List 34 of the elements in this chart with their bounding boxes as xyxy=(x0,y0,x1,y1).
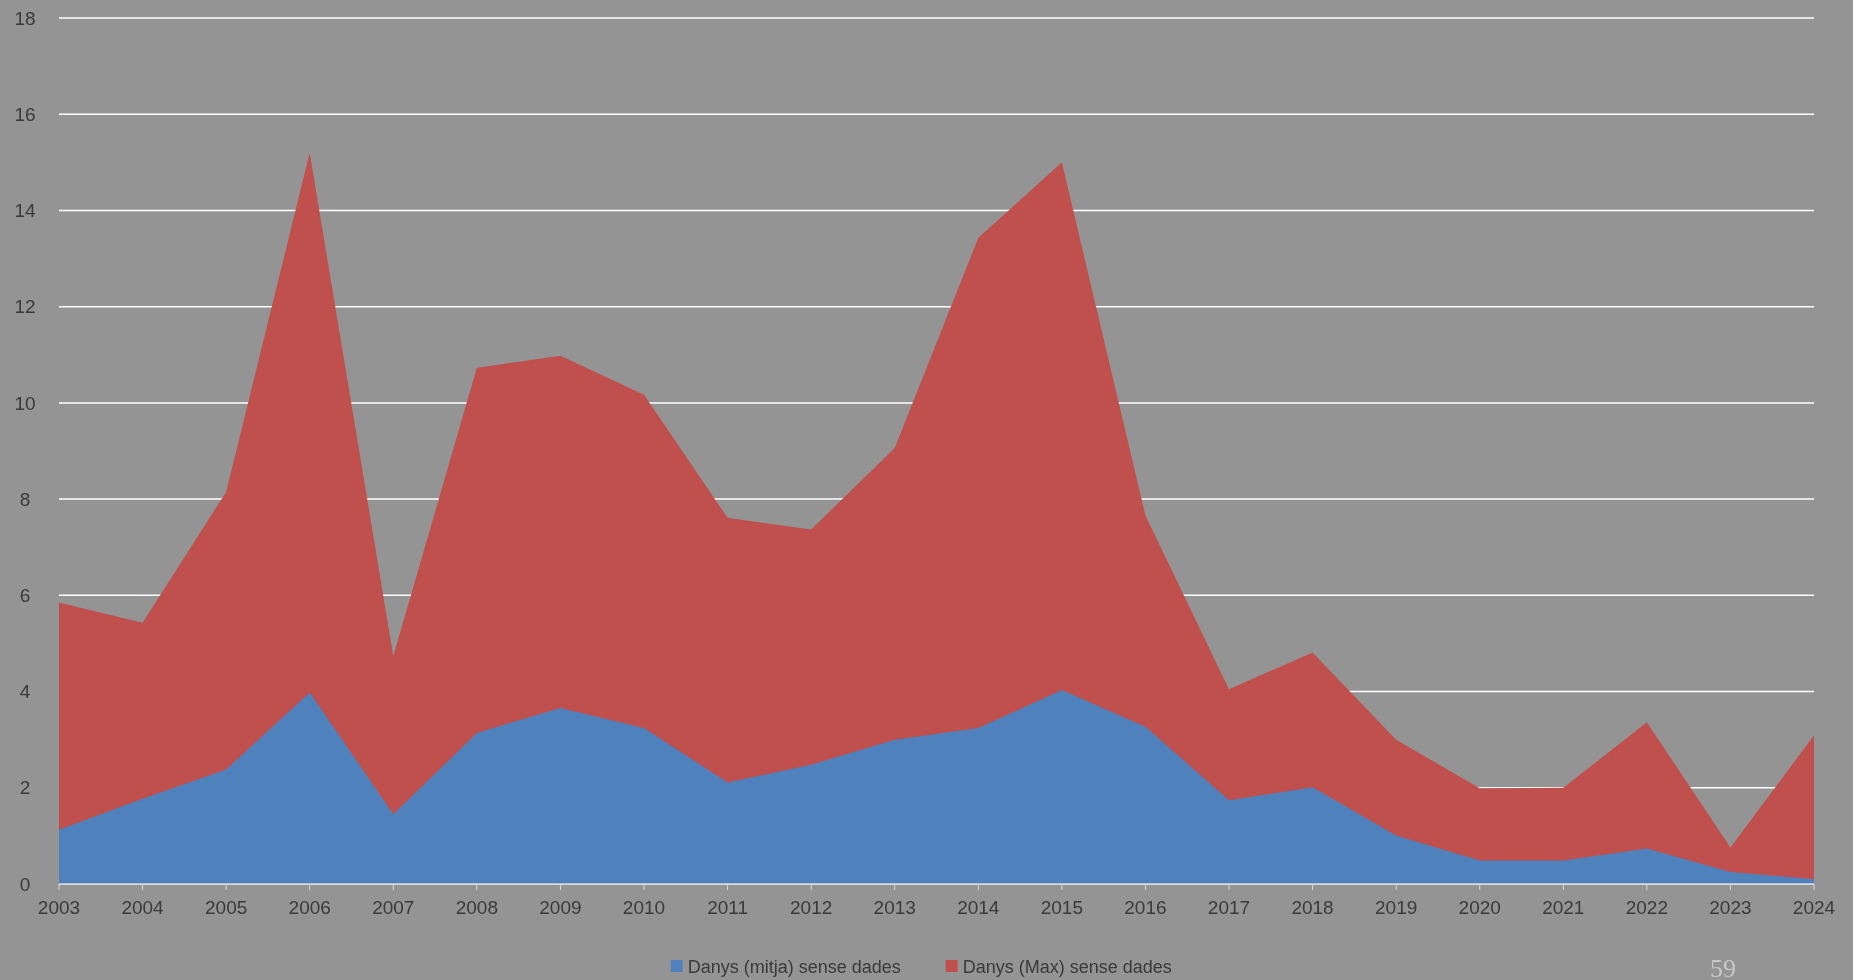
y-tick-label: 18 xyxy=(14,7,36,29)
x-tick-label: 2004 xyxy=(121,897,165,918)
x-tick-label: 2023 xyxy=(1709,897,1752,918)
y-tick-label: 4 xyxy=(19,681,31,703)
legend-label: Danys (Max) sense dades xyxy=(962,957,1172,978)
y-tick-label: 16 xyxy=(14,103,36,125)
x-tick-label: 2008 xyxy=(455,897,498,918)
y-tick-label: 10 xyxy=(14,392,36,414)
x-tick-label: 2006 xyxy=(288,897,331,918)
x-tick-label: 2012 xyxy=(790,897,833,918)
x-tick-label: 2021 xyxy=(1542,897,1585,918)
x-tick-label: 2024 xyxy=(1792,897,1836,918)
x-tick-label: 2022 xyxy=(1625,897,1668,918)
x-tick-label: 2003 xyxy=(37,897,81,918)
x-tick-label: 2009 xyxy=(539,897,582,918)
x-tick-label: 2017 xyxy=(1207,897,1251,918)
x-tick-label: 2005 xyxy=(205,897,248,918)
y-tick-label: 6 xyxy=(19,584,31,606)
x-tick-label: 2018 xyxy=(1291,897,1334,918)
x-tick-label: 2010 xyxy=(622,897,666,918)
y-tick-label: 12 xyxy=(14,296,36,318)
x-tick-label: 2007 xyxy=(372,897,415,918)
y-tick-label: 2 xyxy=(19,777,31,799)
y-tick-label: 0 xyxy=(19,873,31,895)
x-tick-label: 2011 xyxy=(707,897,748,918)
x-tick-label: 2020 xyxy=(1458,897,1501,918)
x-tick-label: 2015 xyxy=(1040,897,1083,918)
x-tick-label: 2013 xyxy=(873,897,916,918)
x-tick-label: 2014 xyxy=(957,897,1000,918)
y-tick-label: 8 xyxy=(19,488,31,510)
y-tick-label: 14 xyxy=(14,200,36,222)
legend-label: Danys (mitja) sense dades xyxy=(687,957,901,978)
x-tick-label: 2016 xyxy=(1124,897,1167,918)
x-tick-label: 2019 xyxy=(1375,897,1418,918)
